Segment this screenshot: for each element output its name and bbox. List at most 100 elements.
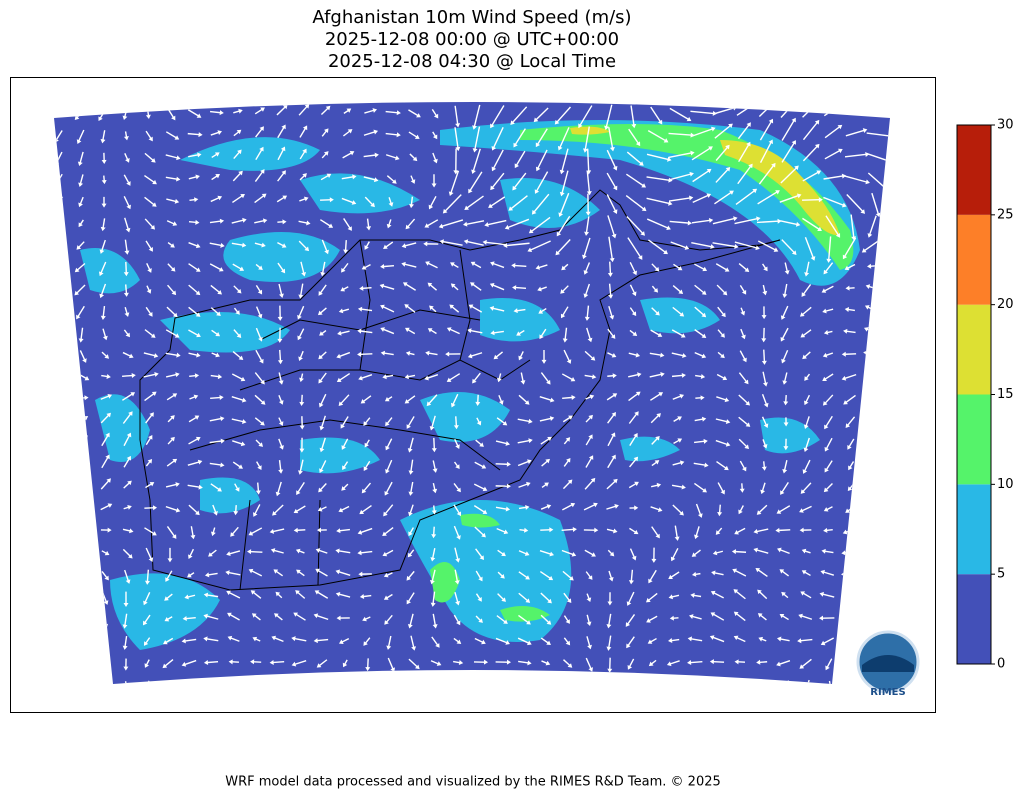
wind-arrow bbox=[626, 636, 635, 649]
wind-arrow bbox=[385, 438, 393, 451]
wind-arrow bbox=[490, 330, 504, 336]
wind-arrow bbox=[122, 528, 134, 534]
wind-arrow bbox=[269, 528, 285, 534]
wind-arrow bbox=[650, 392, 664, 401]
wind-arrow bbox=[847, 438, 855, 450]
wind-arrow bbox=[672, 504, 684, 516]
wind-arrow bbox=[474, 461, 487, 469]
wind-arrow bbox=[736, 682, 745, 684]
wind-arrow bbox=[79, 614, 87, 625]
wind-arrow bbox=[453, 637, 462, 644]
wind-arrow bbox=[203, 592, 219, 598]
title-line: 2025-12-08 04:30 @ Local Time bbox=[328, 51, 616, 72]
wind-arrow bbox=[468, 304, 483, 313]
wind-arrow bbox=[822, 373, 834, 381]
wind-arrow bbox=[804, 373, 811, 381]
wind-arrow bbox=[540, 372, 551, 385]
wind-arrow bbox=[738, 141, 751, 163]
wind-arrow bbox=[384, 396, 393, 402]
wind-arrow bbox=[250, 659, 262, 665]
wind-arrow bbox=[489, 306, 505, 312]
wind-arrow bbox=[122, 613, 128, 629]
wind-arrow bbox=[54, 196, 64, 208]
wind-arrow bbox=[359, 285, 372, 291]
title-line: 2025-12-08 00:00 @ UTC+00:00 bbox=[325, 29, 619, 50]
wind-arrow bbox=[425, 350, 438, 356]
wind-arrow bbox=[439, 239, 463, 246]
wind-arrow bbox=[79, 571, 88, 579]
wind-arrow bbox=[453, 148, 459, 175]
wind-arrow bbox=[448, 170, 460, 196]
wind-arrow bbox=[408, 527, 414, 537]
wind-arrow bbox=[295, 590, 306, 599]
wind-arrow bbox=[319, 219, 334, 228]
colorbar-tick-label: 10 bbox=[997, 477, 1014, 492]
wind-arrow bbox=[671, 484, 686, 490]
wind-arrow bbox=[228, 659, 239, 665]
wind-arrow bbox=[101, 175, 107, 185]
wind-arrow bbox=[650, 413, 661, 424]
wind-arrow bbox=[495, 679, 510, 684]
wind-arrow bbox=[100, 412, 111, 424]
wind-arrow bbox=[122, 411, 133, 424]
wind-arrow bbox=[431, 526, 437, 539]
wind-arrow bbox=[825, 658, 833, 671]
wind-arrow bbox=[518, 351, 524, 361]
wind-arrow bbox=[408, 658, 420, 670]
wind-arrow bbox=[887, 303, 890, 314]
wind-arrow bbox=[210, 374, 223, 380]
wind-arrows bbox=[54, 102, 890, 684]
wind-arrow bbox=[761, 416, 769, 428]
wind-arrow bbox=[472, 372, 481, 384]
wind-arrow bbox=[533, 107, 549, 123]
wind-arrow bbox=[454, 592, 460, 606]
wind-arrow bbox=[871, 192, 881, 218]
wind-arrow bbox=[429, 569, 436, 585]
wind-arrow bbox=[278, 372, 284, 385]
wind-arrow bbox=[382, 374, 394, 380]
wind-arrow bbox=[475, 394, 481, 406]
wind-arrow bbox=[513, 128, 526, 148]
wind-arrow bbox=[759, 139, 773, 163]
wind-arrow bbox=[54, 109, 64, 119]
colorbar-segment bbox=[957, 394, 991, 485]
wind-arrow bbox=[450, 262, 459, 269]
wind-arrow bbox=[450, 283, 459, 291]
wind-arrow bbox=[463, 239, 484, 246]
wind-arrow bbox=[482, 239, 508, 246]
wind-arrow bbox=[606, 149, 618, 171]
wind-arrow bbox=[54, 264, 63, 270]
wind-arrow bbox=[101, 374, 111, 379]
wind-arrow bbox=[780, 220, 801, 227]
wind-arrow bbox=[187, 109, 202, 118]
wind-arrow bbox=[585, 414, 593, 423]
wind-arrow bbox=[607, 657, 613, 673]
wind-arrow bbox=[343, 108, 352, 114]
wind-arrow bbox=[606, 478, 618, 490]
wind-arrow bbox=[559, 148, 569, 175]
wind-arrow bbox=[254, 242, 266, 248]
wind-arrow bbox=[738, 438, 750, 450]
wind-arrow bbox=[563, 437, 571, 445]
wind-arrow bbox=[335, 591, 351, 598]
wind-arrow bbox=[846, 106, 866, 115]
wind-arrow bbox=[275, 591, 283, 599]
wind-arrow bbox=[823, 506, 833, 512]
wind-arrow bbox=[540, 436, 552, 445]
wind-arrow bbox=[77, 151, 84, 167]
wind-arrow bbox=[357, 328, 373, 334]
wind-arrow bbox=[383, 572, 393, 578]
wind-arrow bbox=[56, 571, 69, 580]
wind-arrow bbox=[586, 327, 593, 343]
wind-arrow bbox=[209, 242, 225, 248]
wind-arrow bbox=[756, 504, 768, 515]
wind-arrow bbox=[866, 132, 890, 139]
wind-arrow bbox=[669, 615, 679, 621]
wind-arrow bbox=[717, 306, 726, 318]
wind-arrow bbox=[517, 418, 533, 424]
wind-arrow bbox=[824, 148, 843, 160]
wind-arrow bbox=[820, 569, 835, 576]
wind-arrow bbox=[212, 504, 218, 516]
wind-arrow bbox=[826, 236, 832, 263]
wind-arrow bbox=[425, 261, 438, 269]
